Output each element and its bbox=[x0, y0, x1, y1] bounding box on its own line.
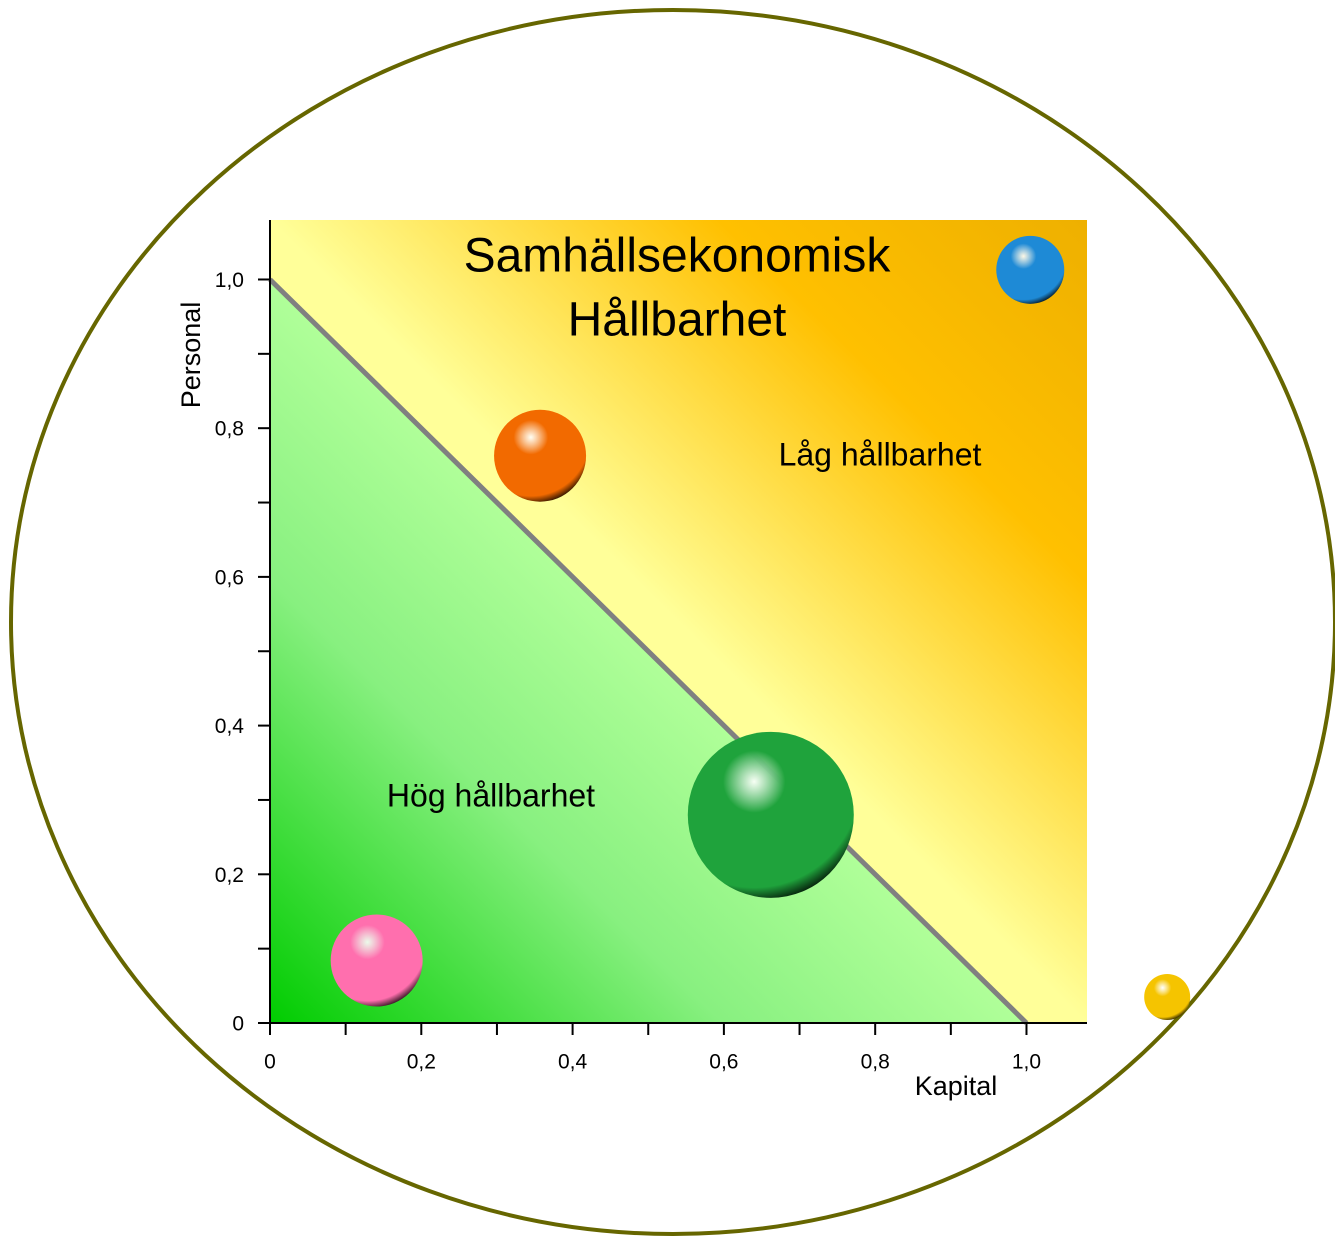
y-tick-label: 0,6 bbox=[215, 566, 244, 589]
page: 0 0,2 0,4 0,6 0,8 1,0 0 0,2 0,4 0,6 0,8 1,0 Samhäll… bbox=[0, 0, 1335, 1236]
bubble bbox=[996, 236, 1064, 304]
y-tick-label: 0,8 bbox=[215, 418, 244, 441]
y-tick-label: 0 bbox=[232, 1013, 244, 1036]
bubble bbox=[688, 732, 854, 898]
chart-title: Samhällsekonomisk bbox=[464, 230, 892, 283]
bubble bbox=[331, 915, 423, 1007]
y-tick-label: 0,2 bbox=[215, 864, 244, 887]
bubble bbox=[494, 410, 586, 502]
y-tick-label: 1,0 bbox=[215, 269, 244, 292]
x-tick-label: 0,4 bbox=[558, 1051, 588, 1074]
x-tick-label: 0 bbox=[264, 1051, 276, 1074]
x-tick-label: 0,2 bbox=[407, 1051, 436, 1074]
y-axis-label: Personal bbox=[176, 302, 206, 409]
x-tick-label: 0,8 bbox=[861, 1051, 890, 1074]
bubble bbox=[1144, 974, 1190, 1020]
x-tick-label: 0,6 bbox=[709, 1051, 738, 1074]
chart: 0 0,2 0,4 0,6 0,8 1,0 0 0,2 0,4 0,6 0,8 1,0 Samhäll… bbox=[0, 0, 1335, 1236]
y-tick-label: 0,4 bbox=[215, 715, 245, 738]
x-tick-label: 1,0 bbox=[1012, 1051, 1041, 1074]
annotation: Hög hållbarhet bbox=[387, 777, 595, 813]
x-axis-label: Kapital bbox=[915, 1071, 998, 1101]
chart-title: Hållbarhet bbox=[568, 294, 787, 347]
annotation: Låg hållbarhet bbox=[779, 436, 982, 472]
